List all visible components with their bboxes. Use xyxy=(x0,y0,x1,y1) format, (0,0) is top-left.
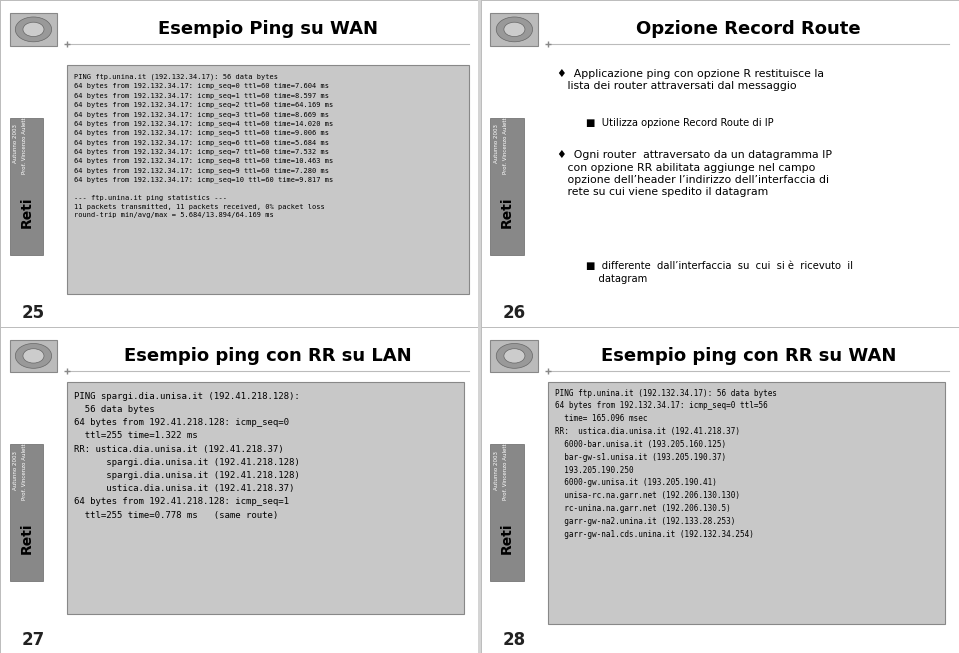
Text: ♦  Applicazione ping con opzione R restituisce la
   lista dei router attraversa: ♦ Applicazione ping con opzione R restit… xyxy=(557,69,825,91)
Circle shape xyxy=(23,22,44,37)
Bar xyxy=(67,65,469,294)
Bar xyxy=(10,13,58,46)
Text: ♦  Ogni router  attraversato da un datagramma IP
   con opzione RR abilitata agg: ♦ Ogni router attraversato da un datagra… xyxy=(557,150,832,197)
Text: Reti: Reti xyxy=(501,523,514,554)
Text: Reti: Reti xyxy=(501,197,514,228)
Text: Opzione Record Route: Opzione Record Route xyxy=(637,20,861,39)
Bar xyxy=(490,118,524,255)
Text: 25: 25 xyxy=(22,304,45,323)
Bar xyxy=(548,382,945,624)
Bar xyxy=(490,340,538,372)
Circle shape xyxy=(503,349,525,363)
Text: Esempio ping con RR su WAN: Esempio ping con RR su WAN xyxy=(601,347,897,365)
Text: Autunno 2003: Autunno 2003 xyxy=(13,124,18,163)
Bar xyxy=(10,340,58,372)
Text: ■  Utilizza opzione Record Route di IP: ■ Utilizza opzione Record Route di IP xyxy=(586,118,774,127)
Text: Prof. Vincenzo Auletta: Prof. Vincenzo Auletta xyxy=(503,440,508,500)
Bar xyxy=(490,444,524,581)
Circle shape xyxy=(23,349,44,363)
Text: Esempio Ping su WAN: Esempio Ping su WAN xyxy=(157,20,378,39)
Text: 26: 26 xyxy=(503,304,526,323)
Text: Autunno 2003: Autunno 2003 xyxy=(13,451,18,490)
Circle shape xyxy=(496,17,532,42)
Text: Reti: Reti xyxy=(19,197,34,228)
Bar xyxy=(10,444,43,581)
Circle shape xyxy=(15,17,52,42)
Bar xyxy=(490,13,538,46)
Text: 28: 28 xyxy=(503,631,526,649)
Text: Prof. Vincenzo Auletta: Prof. Vincenzo Auletta xyxy=(22,440,28,500)
Text: PING ftp.unina.it (192.132.34.17): 56 data bytes
64 bytes from 192.132.34.17: ic: PING ftp.unina.it (192.132.34.17): 56 da… xyxy=(555,389,777,539)
Bar xyxy=(67,382,464,614)
Text: Autunno 2003: Autunno 2003 xyxy=(494,451,500,490)
Circle shape xyxy=(503,22,525,37)
Text: PING spargi.dia.unisa.it (192.41.218.128):
  56 data bytes
64 bytes from 192.41.: PING spargi.dia.unisa.it (192.41.218.128… xyxy=(74,392,300,520)
Text: Prof. Vincenzo Auletta: Prof. Vincenzo Auletta xyxy=(22,114,28,174)
Text: Autunno 2003: Autunno 2003 xyxy=(494,124,500,163)
Text: 27: 27 xyxy=(22,631,45,649)
Text: ■  differente  dall’interfaccia  su  cui  si è  ricevuto  il
    datagram: ■ differente dall’interfaccia su cui si … xyxy=(586,261,854,283)
Text: Esempio ping con RR su LAN: Esempio ping con RR su LAN xyxy=(124,347,411,365)
Bar xyxy=(10,118,43,255)
Text: PING ftp.unina.it (192.132.34.17): 56 data bytes
64 bytes from 192.132.34.17: ic: PING ftp.unina.it (192.132.34.17): 56 da… xyxy=(74,73,334,218)
Text: Reti: Reti xyxy=(19,523,34,554)
Text: Prof. Vincenzo Auletta: Prof. Vincenzo Auletta xyxy=(503,114,508,174)
Circle shape xyxy=(15,343,52,368)
Circle shape xyxy=(496,343,532,368)
